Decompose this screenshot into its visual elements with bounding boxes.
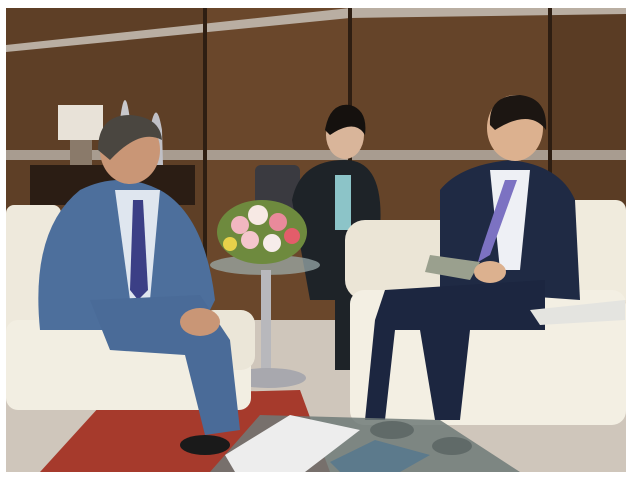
lamp-base — [70, 140, 92, 165]
sofa-arm — [345, 220, 465, 300]
man-legs — [365, 280, 545, 420]
glass-table — [210, 255, 320, 275]
man-hair — [98, 115, 162, 160]
flower — [231, 216, 249, 234]
flower — [284, 228, 300, 244]
lamp-shade — [58, 105, 103, 140]
flower — [269, 213, 287, 231]
flower — [248, 205, 268, 225]
man-hands — [474, 261, 506, 283]
man-tie — [130, 200, 148, 300]
man-hair — [489, 95, 547, 130]
magazine — [330, 440, 430, 472]
document — [425, 255, 480, 280]
woman-shirt — [335, 175, 351, 230]
table-stem — [261, 270, 271, 370]
woman-hair — [325, 104, 366, 135]
papers — [530, 300, 625, 325]
man-hands — [180, 308, 220, 336]
metal-strip — [6, 8, 626, 52]
flower — [263, 234, 281, 252]
flower — [223, 237, 237, 251]
man-shoe — [180, 435, 230, 455]
magazine — [225, 415, 360, 472]
flowers — [223, 205, 300, 252]
scene — [6, 8, 626, 472]
flower — [241, 231, 259, 249]
man-tie — [478, 180, 517, 262]
metal-strip — [6, 150, 626, 160]
